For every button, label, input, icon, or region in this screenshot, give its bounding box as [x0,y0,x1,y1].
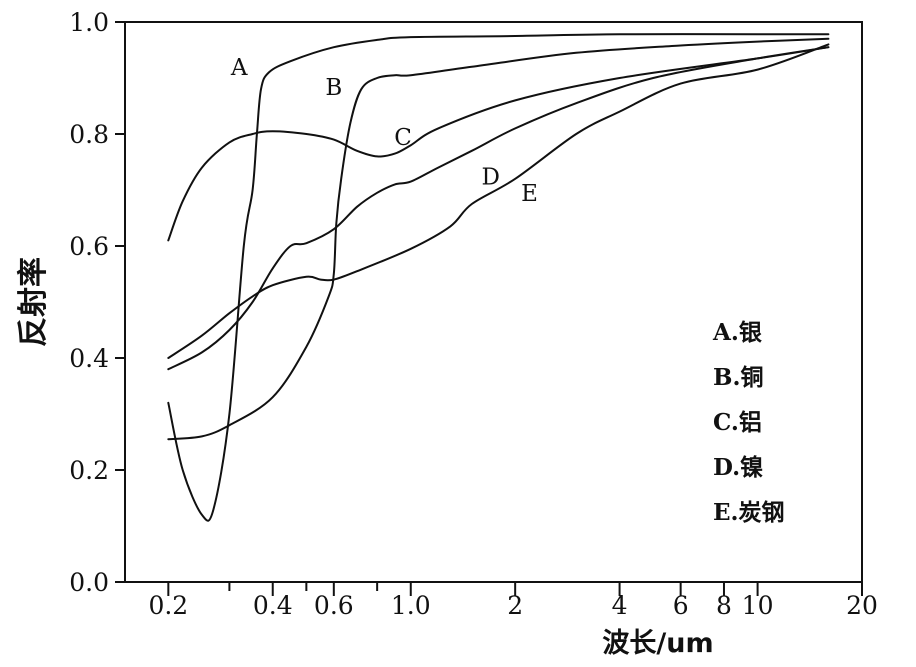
x-tick-label: 0.6 [314,591,354,620]
series-labels: A B C DE [230,55,538,207]
curve-e [167,43,830,359]
y-tick-label: 0.6 [69,232,109,261]
y-axis-ticks: 0.0 0.2 0.4 0.6 0.8 1.0 [69,8,125,597]
legend-entry: C.铝 [713,409,762,436]
y-tick-label: 1.0 [69,8,109,37]
curve-label-c: C [394,125,412,151]
curve-label-a: A [230,55,248,81]
curve-label-b: B [325,75,342,101]
y-axis-title: 反射率 [16,257,51,347]
legend-entry: A.银 [712,319,763,346]
x-tick-label: 1.0 [391,591,431,620]
curve-c [167,46,830,242]
plot-frame [124,21,863,583]
x-tick-label: 6 [673,591,689,620]
legend-entry: D.镍 [713,454,763,481]
x-tick-label: 0.4 [253,591,293,620]
curve-b [167,37,830,441]
x-tick-label: 8 [716,591,732,620]
x-axis-title: 波长/um [602,628,713,659]
x-axis-ticks: 0.2 0.4 0.6 1.0 2 4 6 8 10 20 [148,582,878,620]
curve-d [167,46,830,371]
legend-entry: E.炭钢 [713,499,785,526]
series-curves [167,33,830,522]
y-tick-label: 0.8 [69,120,109,149]
curve-label-e: E [521,181,538,207]
curve-a [167,33,830,522]
legend: A.银 B.铜 C.铝 D.镍 E.炭钢 [712,319,785,526]
x-tick-label: 0.2 [148,591,188,620]
legend-entry: B.铜 [713,364,763,391]
x-tick-label: 4 [612,591,628,620]
y-tick-label: 0.2 [69,456,109,485]
x-tick-label: 20 [846,591,878,620]
curve-label-d: D [481,164,499,190]
y-tick-label: 0.0 [69,568,109,597]
y-tick-label: 0.4 [69,344,109,373]
x-tick-label: 10 [742,591,774,620]
x-tick-label: 2 [507,591,523,620]
